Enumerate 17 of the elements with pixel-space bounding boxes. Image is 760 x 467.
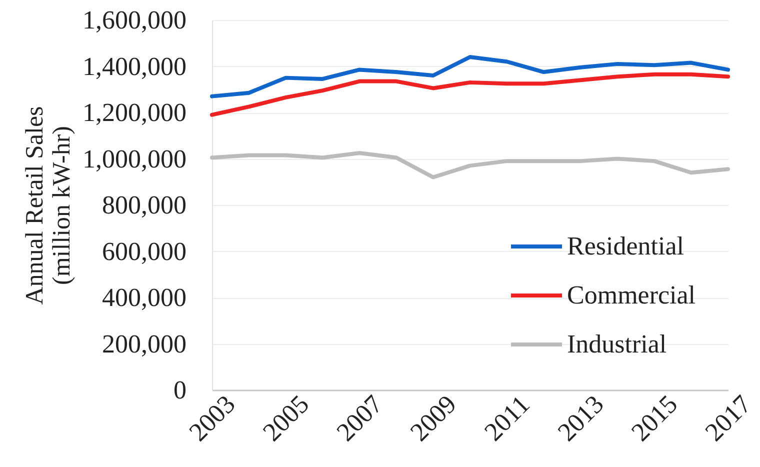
legend-label: Commercial — [567, 280, 696, 310]
y-tick-label: 0 — [174, 376, 186, 404]
line-series — [210, 150, 730, 180]
y-tick-label: 1,000,000 — [82, 144, 186, 174]
y-tick-label: 200,000 — [102, 329, 186, 358]
y-tick-label: 1,400,000 — [82, 52, 186, 81]
x-tick-label: 2011 — [478, 390, 536, 446]
line-series — [210, 72, 730, 117]
y-tick-label: 1,200,000 — [82, 98, 186, 127]
legend-label: Industrial — [567, 330, 667, 358]
y-tick-label: 1,600,000 — [82, 6, 186, 34]
y-axis-title: Annual Retail Sales (million kW-hr) — [22, 106, 76, 305]
y-tick-label: 400,000 — [102, 283, 186, 312]
y-tick-label: 600,000 — [102, 236, 186, 266]
line-series — [210, 55, 730, 98]
y-tick-label: 800,000 — [102, 190, 186, 220]
legend-label: Residential — [567, 232, 684, 260]
